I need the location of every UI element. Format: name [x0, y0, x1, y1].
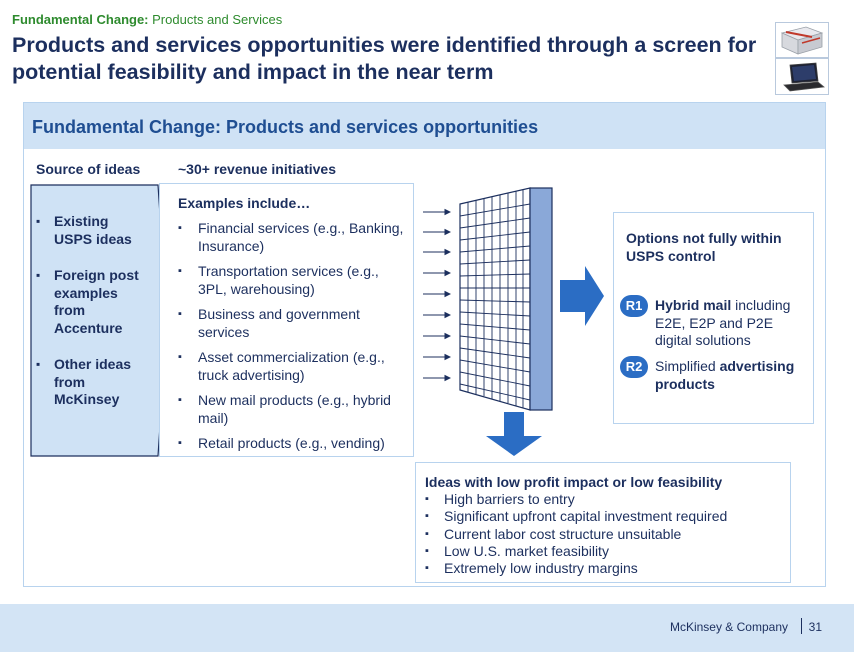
example-item: Retail products (e.g., vending)	[178, 435, 406, 453]
footer: McKinsey & Company 31	[0, 604, 854, 652]
mail-package-thumbnail	[775, 22, 829, 58]
panel-header: Fundamental Change: Products and service…	[24, 103, 825, 149]
low-impact-title: Ideas with low profit impact or low feas…	[425, 474, 723, 490]
arrow-right-icon	[560, 266, 604, 326]
options-box: Options not fully within USPS control R1…	[613, 212, 814, 424]
page-title: Products and services opportunities were…	[12, 33, 757, 84]
low-impact-box: Ideas with low profit impact or low feas…	[415, 462, 791, 583]
low-impact-item: High barriers to entry	[425, 491, 785, 509]
example-item: New mail products (e.g., hybrid mail)	[178, 392, 406, 427]
example-item: Business and government services	[178, 306, 406, 341]
examples-box: Examples include… Financial services (e.…	[159, 183, 414, 457]
source-list: Existing USPS ideas Foreign post example…	[36, 213, 146, 428]
page-number: 31	[808, 620, 822, 634]
input-arrows-icon	[423, 208, 452, 382]
panel-title: Fundamental Change: Products and service…	[32, 117, 539, 137]
source-item: Foreign post examples from Accenture	[36, 267, 146, 337]
examples-title: Examples include…	[178, 195, 311, 211]
kicker-rest: Products and Services	[152, 12, 283, 27]
example-item: Asset commercialization (e.g., truck adv…	[178, 349, 406, 384]
low-impact-item: Low U.S. market feasibility	[425, 543, 785, 561]
screen-filter-diagram	[423, 187, 604, 456]
option-r1-text: Hybrid mail including E2E, E2P and P2E d…	[655, 297, 791, 348]
screen-filter-icon	[459, 187, 553, 411]
section-kicker: Fundamental Change: Products and Service…	[12, 12, 282, 27]
options-title: Options not fully within USPS control	[626, 230, 782, 264]
low-impact-list: High barriers to entry Significant upfro…	[425, 491, 785, 578]
r1-badge: R1	[620, 295, 648, 317]
r2-badge: R2	[620, 356, 648, 378]
arrow-down-icon	[486, 412, 542, 456]
laptop-thumbnail	[775, 58, 829, 95]
footer-divider	[801, 618, 802, 634]
examples-list: Financial services (e.g., Banking, Insur…	[178, 220, 406, 461]
initiatives-label: ~30+ revenue initiatives	[178, 161, 336, 177]
source-label: Source of ideas	[36, 161, 141, 177]
option-r2-text: Simplified advertising products	[655, 358, 795, 392]
footer-brand: McKinsey & Company	[669, 620, 788, 634]
source-item: Existing USPS ideas	[36, 213, 146, 248]
low-impact-item: Significant upfront capital investment r…	[425, 508, 785, 526]
example-item: Financial services (e.g., Banking, Insur…	[178, 220, 406, 255]
low-impact-item: Extremely low industry margins	[425, 560, 785, 578]
kicker-bold: Fundamental Change:	[12, 12, 149, 27]
low-impact-item: Current labor cost structure unsuitable	[425, 526, 785, 544]
source-item: Other ideas from McKinsey	[36, 356, 146, 409]
example-item: Transportation services (e.g., 3PL, ware…	[178, 263, 406, 298]
